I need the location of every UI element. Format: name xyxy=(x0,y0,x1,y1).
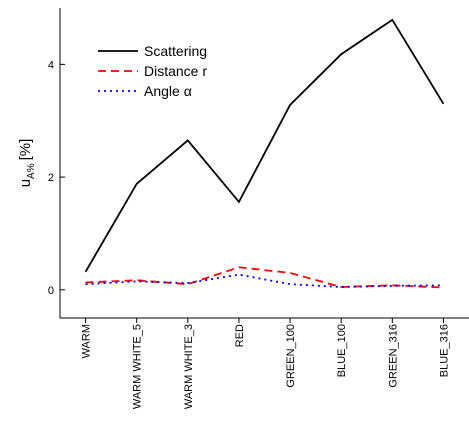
series-line xyxy=(84,18,445,273)
y-tick-label: 2 xyxy=(48,172,54,184)
x-tick-label: BLUE_316 xyxy=(438,324,450,377)
x-tick-label: WARM xyxy=(81,324,93,358)
legend-label: Distance r xyxy=(144,63,207,79)
series-line xyxy=(85,273,444,288)
y-label-main: u xyxy=(17,179,34,187)
x-tick-label: WARM WHITE_3 xyxy=(183,324,195,409)
x-tick-label: GREEN_100 xyxy=(285,324,297,388)
series-line xyxy=(85,266,444,289)
y-label-sub: A% xyxy=(26,163,37,179)
x-tick-label: RED xyxy=(234,324,246,347)
y-label-unit: [%] xyxy=(17,139,34,161)
x-tick-label: WARM WHITE_5 xyxy=(132,324,144,409)
x-tick-label: BLUE_100 xyxy=(336,324,348,377)
x-tick-label: GREEN_316 xyxy=(387,324,399,388)
legend-label: Angle α xyxy=(144,83,192,99)
legend-label: Scattering xyxy=(144,43,207,59)
y-tick-label: 0 xyxy=(48,285,54,297)
y-axis-label: uA% [%] xyxy=(17,139,37,188)
y-tick-label: 4 xyxy=(48,59,54,71)
